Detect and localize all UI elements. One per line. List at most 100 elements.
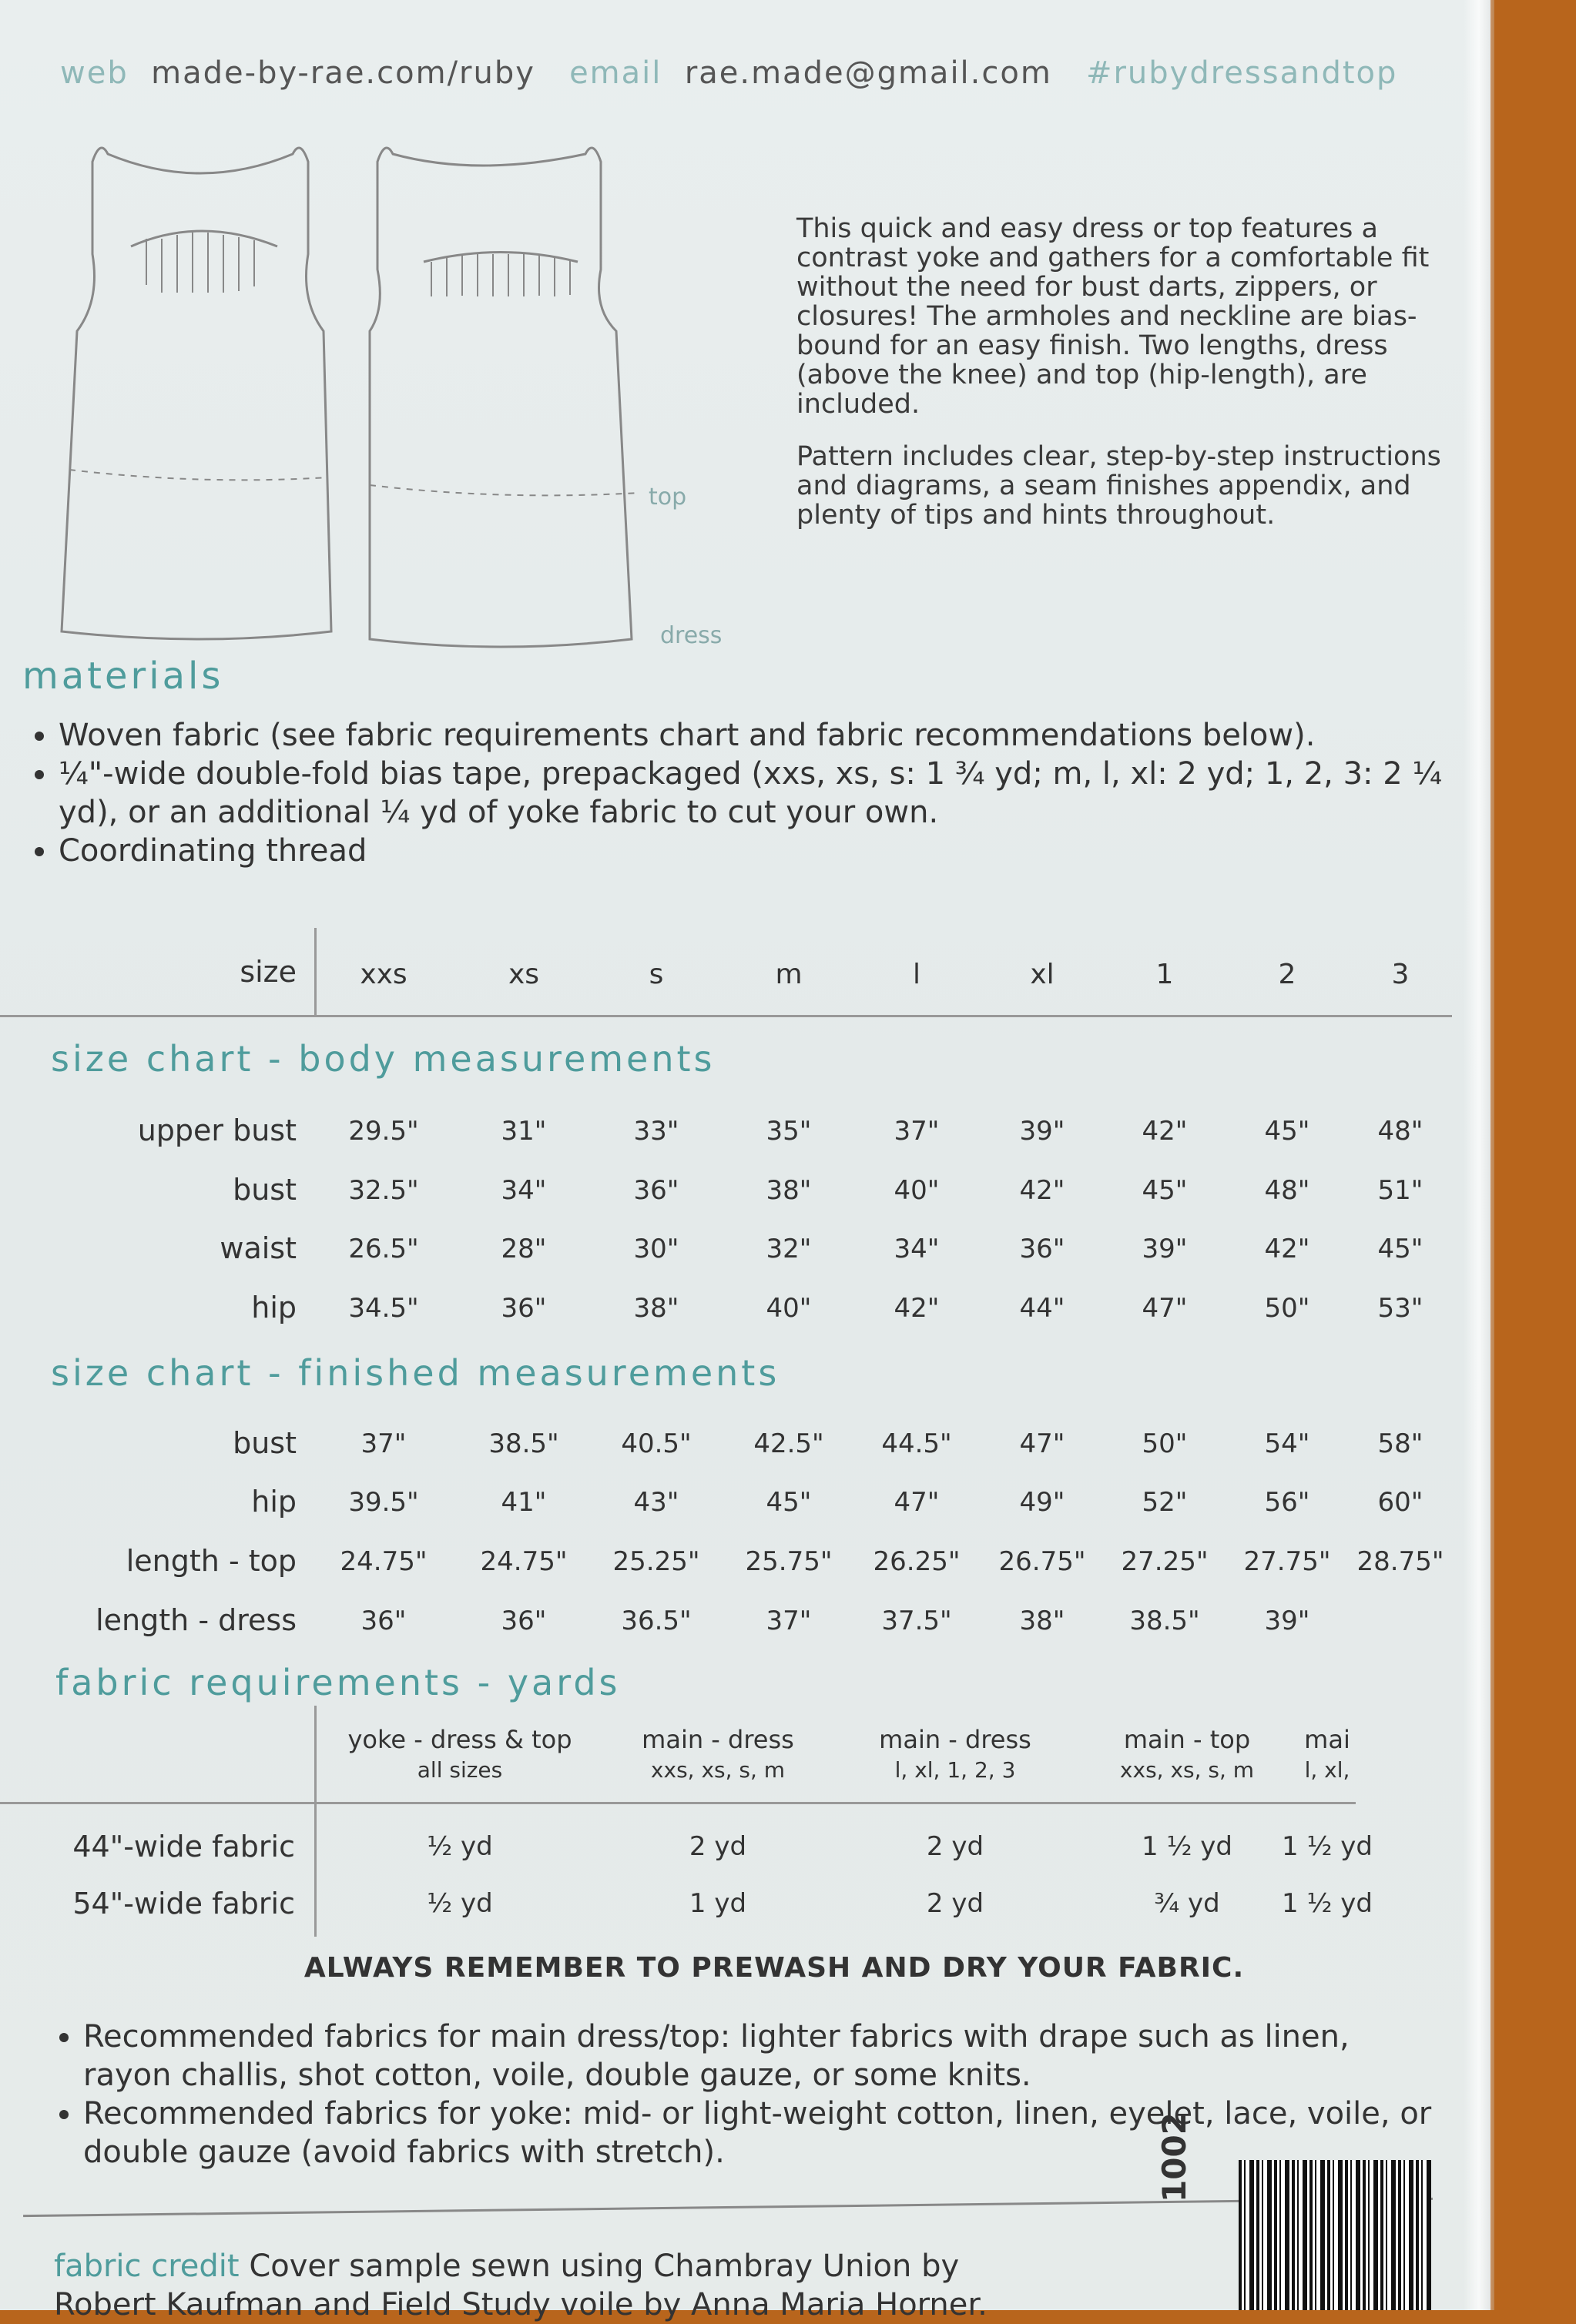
finished-cell: 49" [1019,1487,1065,1518]
finished-cell: 45" [766,1487,812,1518]
body-cell: 34" [501,1175,547,1206]
finished-cell: 56" [1264,1487,1310,1518]
size-header-3: m [775,959,803,990]
fabric-row-label: 54"-wide fabric [72,1887,295,1920]
body-cell: 39" [1142,1234,1188,1264]
finished-cell: 44.5" [881,1428,952,1459]
materials-item: ¼"-wide double-fold bias tape, prepackag… [59,755,1456,832]
body-measurements-heading: size chart - body measurements [51,1038,716,1080]
materials-item: Coordinating thread [59,832,1456,870]
size-header-4: l [912,959,921,990]
fabric-column-header: main - top [1123,1725,1251,1754]
size-header-8: 3 [1391,959,1410,990]
fabric-column-header: main - dress [642,1725,794,1754]
size-header-label: size [240,955,297,989]
body-cell: 30" [633,1234,679,1264]
description-paragraph: Pattern includes clear, step-by-step ins… [796,441,1441,531]
body-cell: 45" [1142,1175,1188,1206]
fabric-cell: ¾ yd [1154,1888,1220,1919]
body-cell: 37" [894,1116,940,1147]
body-cell: 42" [1264,1234,1310,1264]
body-cell: 39" [1019,1116,1065,1147]
body-cell: 47" [1142,1293,1188,1324]
dress-illustration [60,146,640,648]
body-cell: 44" [1019,1293,1065,1324]
body-cell: 36" [1019,1234,1065,1264]
finished-cell: 47" [894,1487,940,1518]
body-cell: 51" [1377,1175,1423,1206]
body-row-label: upper bust [137,1113,297,1147]
table-divider [314,928,317,1016]
finished-cell: 38.5" [1129,1606,1200,1636]
body-cell: 48" [1264,1175,1310,1206]
finished-cell: 40.5" [621,1428,692,1459]
finished-cell: 60" [1377,1487,1423,1518]
body-cell: 40" [766,1293,812,1324]
finished-cell: 27.25" [1121,1546,1209,1577]
finished-cell: 25.25" [612,1546,700,1577]
finished-cell: 42.5" [753,1428,824,1459]
body-cell: 28" [501,1234,547,1264]
finished-cell: 50" [1142,1428,1188,1459]
body-cell: 35" [766,1116,812,1147]
fabric-cell: 1 ½ yd [1282,1831,1373,1862]
fabric-credit: fabric credit Cover sample sewn using Ch… [54,2247,988,2324]
description: This quick and easy dress or top feature… [796,214,1459,553]
body-cell: 45" [1264,1116,1310,1147]
finished-row-label: hip [251,1485,297,1519]
table-divider [0,1802,1356,1804]
body-row-label: bust [233,1173,297,1207]
fabric-cell: ½ yd [427,1888,493,1919]
plastic-sleeve-edge [1464,0,1494,2310]
barcode [1239,2160,1431,2310]
body-cell: 50" [1264,1293,1310,1324]
finished-cell: 41" [501,1487,547,1518]
fabric-column-subheader: all sizes [417,1757,503,1783]
fabric-credit-text: Cover sample sewn using Chambray Union b… [249,2249,960,2284]
finished-cell: 28.75" [1356,1546,1444,1577]
size-header-0: xxs [360,959,407,990]
fabric-column-subheader: xxs, xs, s, m [650,1757,786,1783]
body-row-label: waist [220,1231,297,1265]
finished-cell: 24.75" [340,1546,428,1577]
finished-row-label: length - top [126,1544,297,1578]
finished-cell: 24.75" [480,1546,568,1577]
fabric-column-header: mai [1304,1725,1350,1754]
dress-back-drawing [368,146,633,648]
fabric-cell: 2 yd [926,1831,984,1862]
finished-cell: 43" [633,1487,679,1518]
finished-cell: 58" [1377,1428,1423,1459]
finished-cell: 36.5" [621,1606,692,1636]
fabric-cell: 2 yd [926,1888,984,1919]
top-length-label: top [649,484,687,511]
body-cell: 42" [1019,1175,1065,1206]
fabric-row-label: 44"-wide fabric [72,1830,295,1864]
finished-cell: 36" [360,1606,407,1636]
fabric-cell: 2 yd [689,1831,747,1862]
body-cell: 38" [633,1293,679,1324]
finished-cell: 38" [1019,1606,1065,1636]
size-header-6: 1 [1155,959,1174,990]
fabric-cell: ½ yd [427,1831,493,1862]
body-cell: 42" [894,1293,940,1324]
body-row-label: hip [251,1291,297,1324]
description-paragraph: This quick and easy dress or top feature… [796,213,1430,420]
dress-length-label: dress [660,622,723,649]
body-cell: 45" [1377,1234,1423,1264]
materials-list: Woven fabric (see fabric requirements ch… [39,716,1456,870]
finished-cell: 39" [1264,1606,1310,1636]
finished-cell: 26.75" [998,1546,1086,1577]
finished-cell: 47" [1019,1428,1065,1459]
recommendation-item: Recommended fabrics for main dress/top: … [83,2018,1440,2095]
fabric-cell: 1 yd [689,1888,747,1919]
website: made-by-rae.com/ruby [151,55,535,91]
fabric-column-subheader: l, xl, 1, 2, 3 [894,1757,1016,1783]
body-cell: 38" [766,1175,812,1206]
body-cell: 29.5" [348,1116,419,1147]
finished-cell: 54" [1264,1428,1310,1459]
size-header-5: xl [1030,959,1055,990]
dress-front-drawing [60,146,333,641]
finished-row-label: length - dress [96,1603,297,1637]
body-cell: 42" [1142,1116,1188,1147]
fabric-cell: 1 ½ yd [1142,1831,1232,1862]
